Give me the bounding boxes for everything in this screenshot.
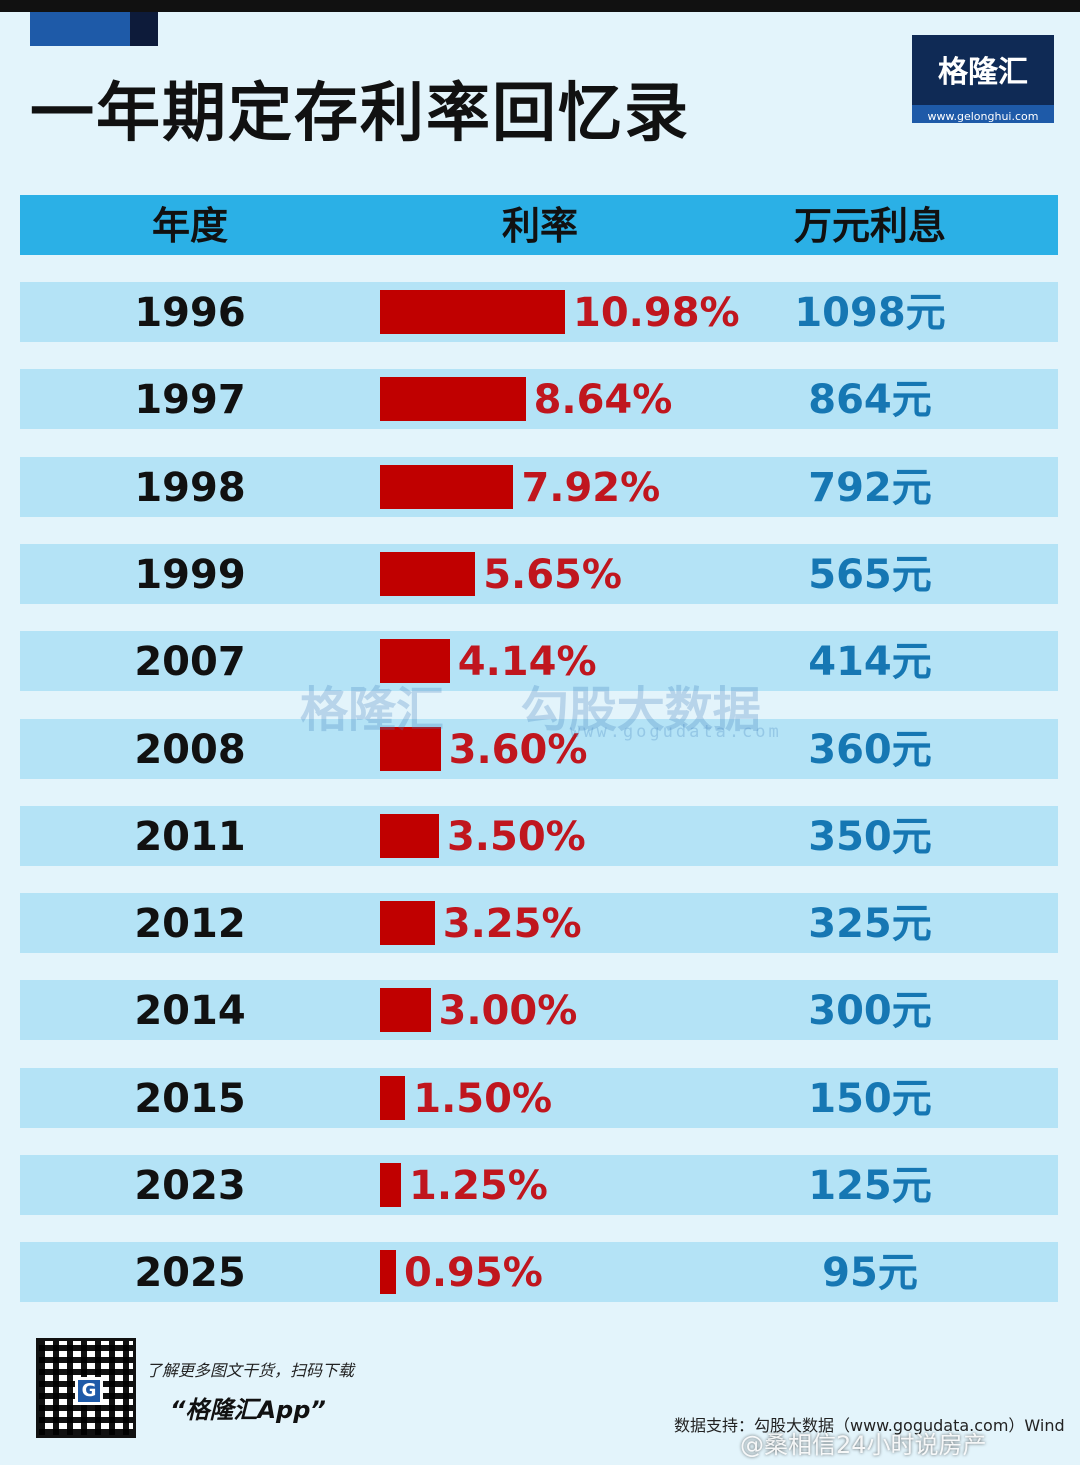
logo-url-band: www.gelonghui.com <box>912 105 1054 123</box>
logo-wordmark: 格隆汇 <box>938 55 1028 90</box>
rate-bar <box>380 727 441 771</box>
qr-code[interactable]: G <box>36 1338 136 1438</box>
rate-value-label: 4.14% <box>457 639 597 685</box>
interest-value: 125元 <box>808 1163 932 1209</box>
year-label: 1998 <box>134 465 246 511</box>
rate-value-label: 5.65% <box>483 552 622 598</box>
rate-table-body: 1996 10.98% 1098元 1997 8.64% 864元 1998 7.92% 792… <box>20 0 1058 1465</box>
title-accent-block <box>30 12 158 46</box>
rate-bar <box>380 377 526 421</box>
table-row: 2007 4.14% 414元 <box>20 631 1058 691</box>
rate-bar <box>380 552 476 596</box>
table-row: 1996 10.98% 1098元 <box>20 282 1058 342</box>
rate-value-label: 0.95% <box>404 1250 543 1296</box>
rate-bar <box>380 1250 396 1294</box>
page-title: 一年期定存利率回忆录 <box>30 77 690 151</box>
year-label: 1996 <box>134 290 246 336</box>
year-label: 2012 <box>134 901 246 947</box>
year-label: 2011 <box>134 814 246 860</box>
header-year: 年度 <box>151 204 228 248</box>
table-row: 2023 1.25% 125元 <box>20 1155 1058 1215</box>
rate-value-label: 8.64% <box>533 377 673 423</box>
qr-logo-icon: G <box>75 1377 103 1405</box>
rate-value-label: 1.50% <box>413 1076 553 1122</box>
brand-logo: 格隆汇 www.gelonghui.com <box>912 35 1054 123</box>
rate-value-label: 3.60% <box>448 727 588 773</box>
interest-value: 350元 <box>808 814 932 860</box>
logo-url: www.gelonghui.com <box>927 110 1039 123</box>
rate-bar <box>380 901 435 945</box>
top-border <box>0 0 1080 12</box>
year-label: 2007 <box>134 639 246 685</box>
table-row: 2012 3.25% 325元 <box>20 893 1058 953</box>
interest-value: 300元 <box>808 988 932 1034</box>
table-row: 2011 3.50% 350元 <box>20 806 1058 866</box>
rate-value-label: 7.92% <box>521 465 661 511</box>
promo-text: 了解更多图文干货，扫码下载 <box>146 1361 355 1380</box>
rate-value-label: 1.25% <box>409 1163 548 1209</box>
table-row: 2014 3.00% 300元 <box>20 980 1058 1040</box>
rate-bar <box>380 1076 406 1120</box>
interest-value: 95元 <box>822 1250 918 1296</box>
promo-app-name: “格隆汇App” <box>170 1396 326 1424</box>
interest-value: 792元 <box>808 465 932 511</box>
rate-value-label: 3.50% <box>446 814 586 860</box>
year-label: 1997 <box>134 377 246 423</box>
table-row: 2008 3.60% 360元 <box>20 719 1058 779</box>
year-label: 2023 <box>134 1163 246 1209</box>
year-label: 1999 <box>134 552 246 598</box>
interest-value: 325元 <box>808 901 932 947</box>
year-label: 2014 <box>134 988 246 1034</box>
table-row: 2015 1.50% 150元 <box>20 1068 1058 1128</box>
interest-value: 150元 <box>808 1076 932 1122</box>
interest-value: 360元 <box>808 727 932 773</box>
year-label: 2015 <box>134 1076 246 1122</box>
rate-bar <box>380 290 565 334</box>
table-row: 1998 7.92% 792元 <box>20 457 1058 517</box>
table-header: 年度 利率 万元利息 <box>20 195 1058 255</box>
rate-value-label: 10.98% <box>573 290 740 336</box>
rate-bar <box>380 639 450 683</box>
weibo-watermark: @桑相信24小时说房产 <box>740 1431 987 1459</box>
header-interest: 万元利息 <box>793 204 946 248</box>
rate-bar <box>380 465 514 509</box>
interest-value: 1098元 <box>794 290 946 336</box>
data-source: 数据支持：勾股大数据（www.gogudata.com）Wind <box>674 1416 1065 1435</box>
rate-bar <box>380 988 431 1032</box>
year-label: 2025 <box>134 1250 246 1296</box>
header-rate: 利率 <box>501 204 578 248</box>
table-row: 2025 0.95% 95元 <box>20 1242 1058 1302</box>
interest-value: 565元 <box>808 552 932 598</box>
interest-value: 864元 <box>808 377 932 423</box>
rate-value-label: 3.25% <box>442 901 582 947</box>
rate-value-label: 3.00% <box>438 988 578 1034</box>
year-label: 2008 <box>134 727 246 773</box>
interest-value: 414元 <box>808 639 932 685</box>
table-row: 1999 5.65% 565元 <box>20 544 1058 604</box>
rate-bar <box>380 814 439 858</box>
rate-bar <box>380 1163 402 1207</box>
table-row: 1997 8.64% 864元 <box>20 369 1058 429</box>
